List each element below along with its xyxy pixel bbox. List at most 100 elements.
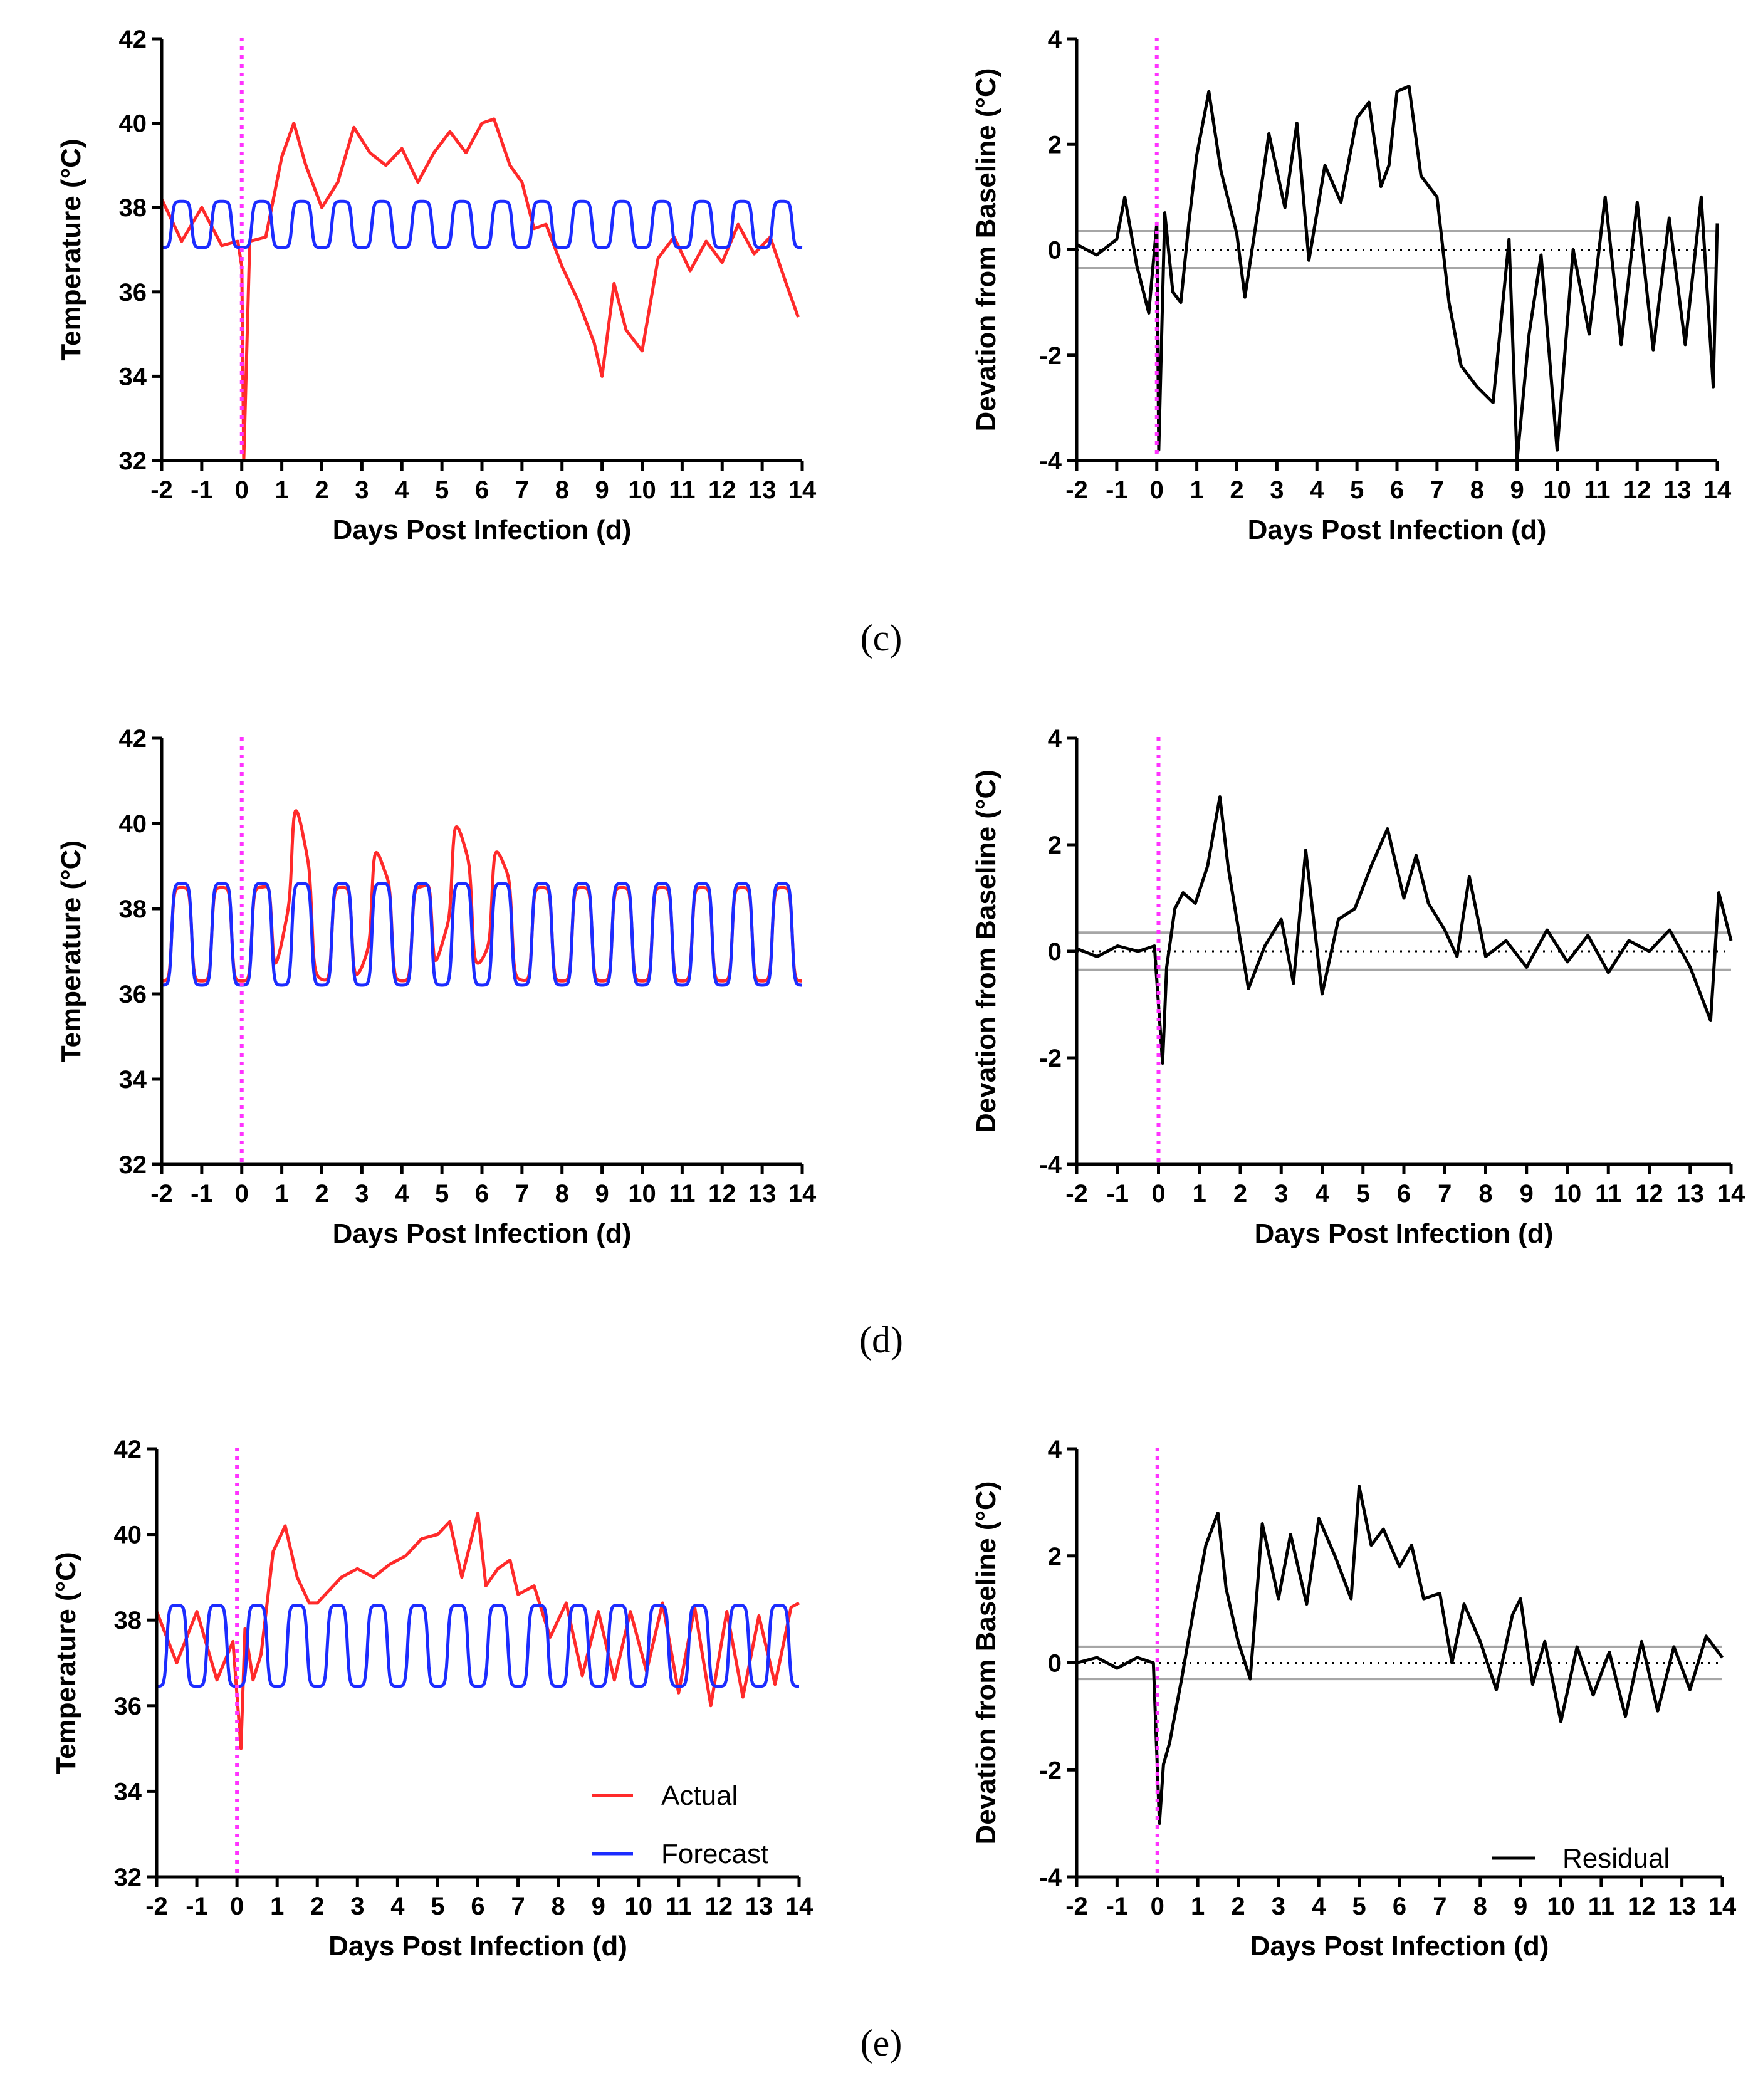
y-axis-label: Devation from Baseline (°C) [971,770,1002,1133]
x-axis-label: Days Post Infection (d) [333,1218,632,1249]
x-tick-label: 4 [395,1180,409,1208]
x-tick-label: 9 [1514,1893,1527,1920]
x-tick-label: 9 [595,1180,609,1208]
x-tick-label: 1 [275,476,289,504]
x-tick-label: 12 [1635,1180,1663,1208]
x-tick-label: 2 [1231,1893,1245,1920]
series-forecast [160,882,803,987]
y-tick-label: -4 [1039,447,1062,475]
x-tick-label: 13 [1668,1893,1696,1920]
x-tick-label: 8 [1478,1180,1492,1208]
x-tick-label: 7 [515,1180,529,1208]
x-tick-label: 4 [1315,1180,1329,1208]
x-axis-label: Days Post Infection (d) [333,515,632,545]
x-tick-label: 11 [1595,1180,1621,1208]
y-tick-label: 2 [1048,832,1062,859]
x-tick-label: 4 [1310,476,1324,504]
y-tick-label: 34 [114,1778,142,1805]
x-tick-label: -2 [1065,1893,1088,1920]
x-tick-label: 11 [1588,1893,1614,1920]
x-tick-label: 5 [435,1180,449,1208]
x-tick-label: 10 [628,1180,656,1208]
y-tick-label: 4 [1048,26,1062,53]
legend-temperature: Actual Forecast [592,1780,768,1869]
x-tick-label: -1 [1106,1893,1129,1920]
y-tick-label: 0 [1048,938,1062,966]
x-tick-label: 11 [669,476,695,504]
x-tick-label: 9 [595,476,609,504]
x-tick-label: 14 [1703,476,1732,504]
series-actual [160,809,803,983]
x-tick-label: 5 [435,476,449,504]
x-tick-label: 5 [1356,1180,1370,1208]
x-tick-label: -1 [1106,1180,1129,1208]
y-tick-label: 40 [119,110,147,138]
y-tick-label: 42 [114,1436,142,1463]
panel-label-e: (e) [861,2022,902,2064]
x-tick-label: 0 [1151,1893,1164,1920]
x-tick-label: 7 [1430,476,1444,504]
x-tick-label: 13 [745,1893,773,1920]
x-tick-label: 9 [1520,1180,1534,1208]
panel-label-c: (c) [861,617,902,659]
x-tick-label: 3 [355,1180,369,1208]
x-tick-label: 10 [1547,1893,1575,1920]
y-tick-label: 32 [114,1864,142,1891]
y-tick-label: 32 [119,447,147,475]
panel-label-d: (d) [859,1319,903,1361]
series-residual [1075,85,1719,462]
x-tick-label: 1 [1193,1180,1206,1208]
x-tick-label: 10 [628,476,656,504]
x-tick-label: 13 [1677,1180,1705,1208]
y-tick-label: 36 [119,279,147,306]
x-tick-label: 3 [1272,1893,1285,1920]
x-tick-label: -2 [145,1893,168,1920]
x-tick-label: 2 [310,1893,324,1920]
x-tick-label: 7 [511,1893,525,1920]
x-tick-label: 4 [390,1893,405,1920]
x-tick-label: 8 [1470,476,1484,504]
x-tick-label: 3 [350,1893,364,1920]
y-tick-label: 32 [119,1151,147,1179]
x-tick-label: 14 [788,1180,817,1208]
y-tick-label: 38 [119,194,147,222]
x-tick-label: 0 [235,1180,249,1208]
y-tick-label: -2 [1039,1757,1062,1784]
y-tick-label: 40 [119,810,147,838]
legend-label-actual: Actual [661,1780,738,1811]
x-tick-label: -1 [191,476,213,504]
series-actual [160,117,800,462]
x-tick-label: -2 [150,1180,173,1208]
x-tick-label: 0 [1150,476,1164,504]
x-tick-label: 6 [1397,1180,1411,1208]
x-tick-label: 13 [748,476,777,504]
y-axis-label: Devation from Baseline (°C) [971,68,1002,432]
y-tick-label: -2 [1039,1045,1062,1072]
x-tick-label: 1 [1190,476,1204,504]
y-axis-label: Temperature (°C) [56,840,86,1062]
x-tick-label: 3 [1270,476,1284,504]
x-tick-label: 2 [1230,476,1243,504]
series-forecast [160,199,803,249]
x-tick-label: 3 [355,476,369,504]
x-tick-label: 7 [1438,1180,1452,1208]
y-tick-label: 40 [114,1522,142,1549]
legend-residual: Residual [1492,1843,1670,1874]
series-forecast [155,1604,800,1688]
x-tick-label: 8 [1473,1893,1487,1920]
y-tick-label: 4 [1048,725,1062,753]
x-tick-label: 13 [1663,476,1692,504]
x-tick-label: 14 [785,1893,813,1920]
x-tick-label: 7 [515,476,529,504]
series-residual [1076,1485,1724,1826]
x-tick-label: 10 [1554,1180,1582,1208]
y-tick-label: -4 [1039,1864,1062,1891]
y-axis-label: Temperature (°C) [56,138,86,360]
